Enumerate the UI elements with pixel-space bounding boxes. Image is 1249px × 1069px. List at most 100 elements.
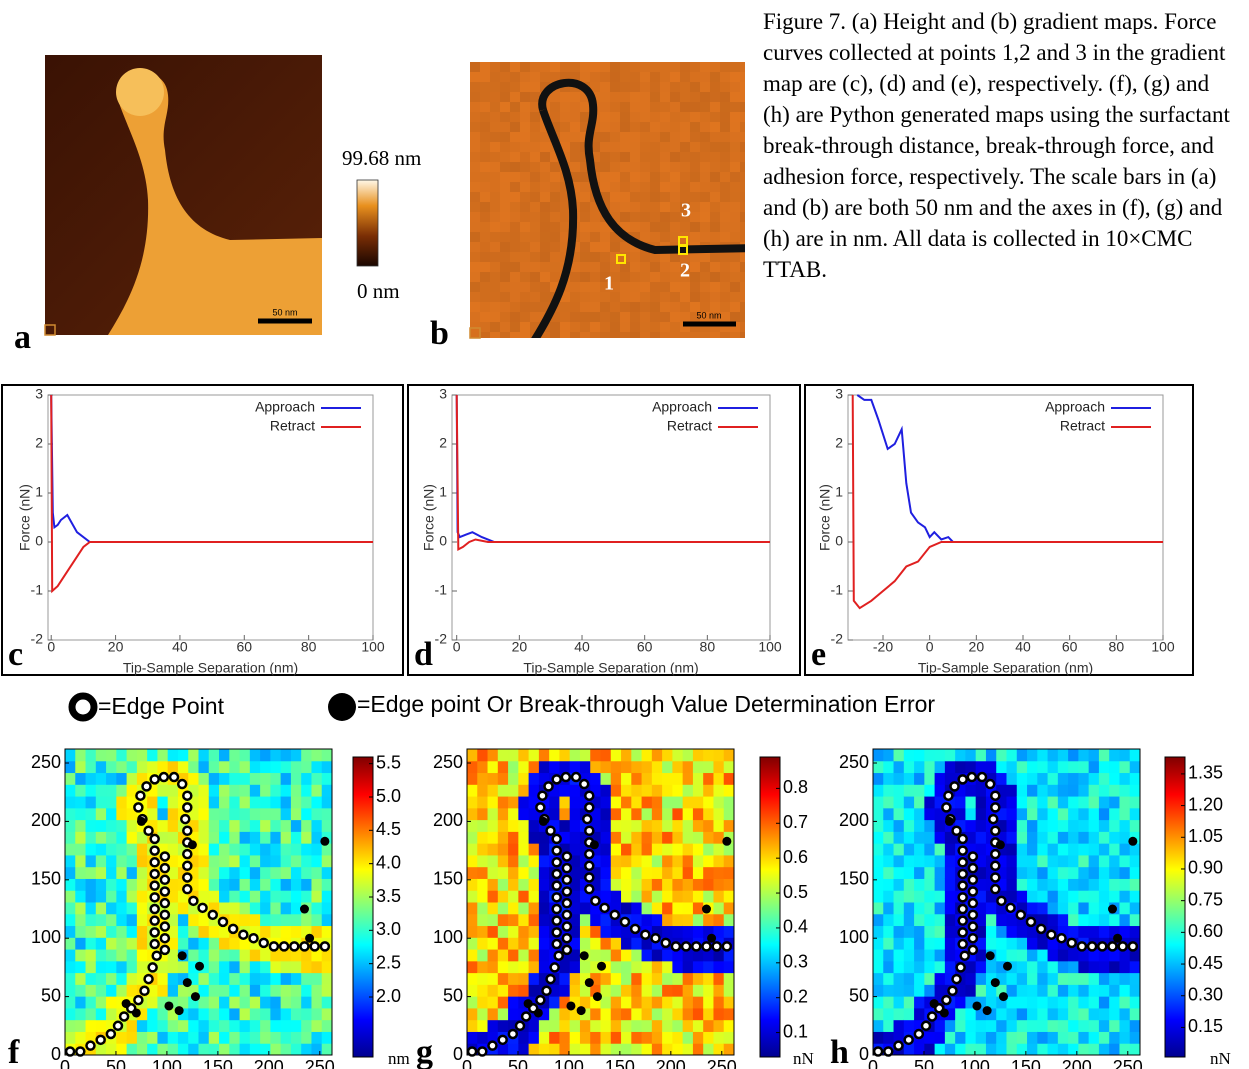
edge-point	[959, 858, 967, 866]
edge-point	[136, 792, 144, 800]
texture-cell	[530, 312, 540, 322]
heatmap-cell	[693, 996, 704, 1008]
texture-cell	[560, 332, 570, 342]
heatmap-cell	[250, 1020, 261, 1032]
heatmap-cell	[662, 1020, 673, 1032]
heatmap-cell	[116, 773, 127, 785]
heatmap-cell	[199, 855, 210, 867]
heatmap-cell	[96, 761, 107, 773]
heatmap-cell	[106, 773, 117, 785]
colorbar-tick-label: 5.5	[376, 752, 401, 772]
heatmap	[873, 749, 1141, 1056]
heatmap-cell	[873, 902, 884, 914]
texture-cell	[670, 312, 680, 322]
heatmap-cell	[116, 984, 127, 996]
heatmap-cell	[106, 831, 117, 843]
heatmap-cell	[549, 1031, 560, 1043]
heatmap-cell	[518, 1031, 529, 1043]
heatmap-cell	[904, 784, 915, 796]
edge-point	[145, 975, 153, 983]
heatmap-cell	[703, 855, 714, 867]
texture-cell	[480, 162, 490, 172]
texture-cell	[520, 232, 530, 242]
heatmap-cell	[713, 796, 724, 808]
texture-cell	[740, 102, 750, 112]
edge-point	[250, 934, 258, 942]
heatmap-cell	[96, 937, 107, 949]
heatmap-cell	[570, 831, 581, 843]
texture-cell	[500, 92, 510, 102]
texture-cell	[580, 272, 590, 282]
heatmap-cell	[683, 961, 694, 973]
heatmap-cell	[1109, 996, 1120, 1008]
heatmap-cell	[1099, 796, 1110, 808]
heatmap-cell	[106, 855, 117, 867]
texture-cell	[480, 122, 490, 132]
heatmap-cell	[1068, 784, 1079, 796]
heatmap-cell	[693, 831, 704, 843]
texture-cell	[650, 232, 660, 242]
heatmap-cell	[559, 808, 570, 820]
heatmap-cell	[116, 796, 127, 808]
texture-cell	[630, 302, 640, 312]
heatmap-cell	[65, 961, 76, 973]
texture-cell	[690, 132, 700, 142]
edge-point	[591, 897, 599, 905]
edge-point	[468, 1047, 476, 1055]
edge-point	[563, 887, 571, 895]
heatmap-cell	[529, 843, 540, 855]
texture-cell	[510, 212, 520, 222]
texture-cell	[500, 212, 510, 222]
heatmap-cell	[570, 761, 581, 773]
heatmap-cell	[976, 961, 987, 973]
heatmap-cell	[209, 796, 220, 808]
heatmap-cell	[693, 796, 704, 808]
heatmap-cell	[652, 1008, 663, 1020]
heatmap-cell	[209, 843, 220, 855]
texture-cell	[620, 332, 630, 342]
heatmap-cell	[96, 808, 107, 820]
texture-cell	[480, 222, 490, 232]
heatmap-cell	[672, 867, 683, 879]
heatmap-cell	[621, 1008, 632, 1020]
texture-cell	[490, 242, 500, 252]
heatmap-cell	[611, 784, 622, 796]
texture-cell	[660, 162, 670, 172]
heatmap-cell	[945, 902, 956, 914]
heatmap-cell	[209, 937, 220, 949]
texture-cell	[690, 182, 700, 192]
heatmap-cell	[914, 961, 925, 973]
heatmap-cell	[1109, 890, 1120, 902]
texture-cell	[730, 102, 740, 112]
texture-cell	[720, 282, 730, 292]
heatmap-cell	[662, 867, 673, 879]
texture-cell	[620, 62, 630, 72]
heatmap-cell	[580, 961, 591, 973]
texture-cell	[600, 162, 610, 172]
texture-cell	[690, 262, 700, 272]
heatmap-cell	[199, 996, 210, 1008]
texture-cell	[720, 82, 730, 92]
heatmap-cell	[1027, 761, 1038, 773]
heatmap-cell	[672, 820, 683, 832]
edge-point	[66, 1047, 74, 1055]
texture-cell	[490, 132, 500, 142]
texture-cell	[590, 242, 600, 252]
texture-cell	[560, 62, 570, 72]
heatmap-cell	[1027, 996, 1038, 1008]
edge-point	[585, 862, 593, 870]
heatmap-cell	[914, 831, 925, 843]
edge-point	[692, 942, 700, 950]
heatmap-cell	[260, 820, 271, 832]
edge-point	[961, 952, 969, 960]
heatmap-cell	[498, 831, 509, 843]
texture-cell	[480, 322, 490, 332]
heatmap-cell	[199, 878, 210, 890]
texture-cell	[470, 102, 480, 112]
texture-cell	[550, 322, 560, 332]
texture-cell	[730, 92, 740, 102]
heatmap-cell	[518, 773, 529, 785]
heatmap-cell	[250, 820, 261, 832]
heatmap-cell	[559, 761, 570, 773]
heatmap-cell	[260, 773, 271, 785]
